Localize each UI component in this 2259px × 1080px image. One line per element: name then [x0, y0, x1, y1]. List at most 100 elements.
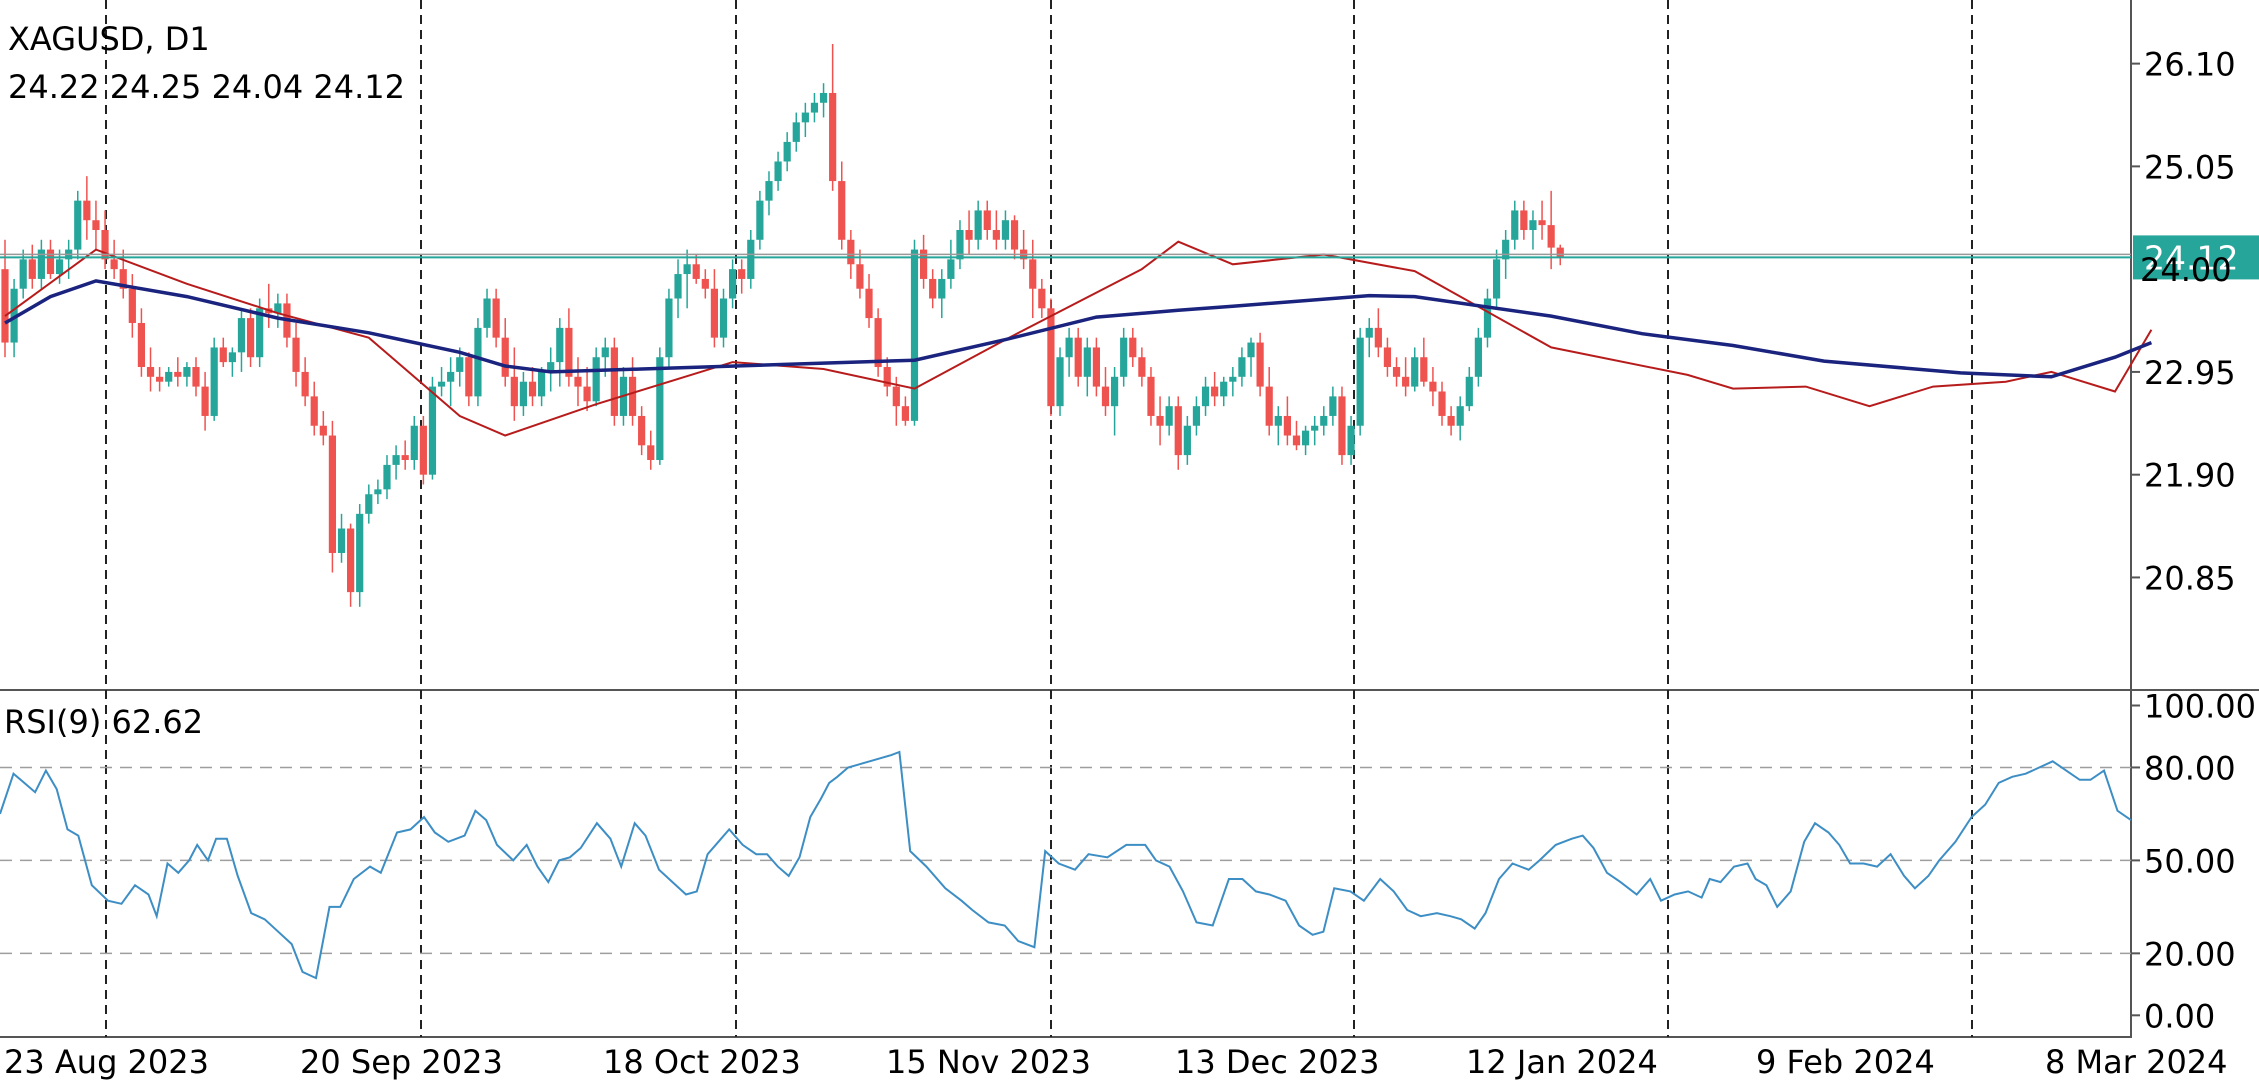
candle: [974, 200, 982, 250]
candle: [128, 274, 136, 338]
candle: [465, 352, 473, 407]
candle: [1483, 288, 1492, 348]
candle: [819, 83, 828, 118]
candle: [747, 230, 755, 289]
price-tick-label: 25.05: [2144, 148, 2236, 186]
candle: [237, 308, 246, 372]
candle: [956, 220, 964, 270]
candle: [310, 381, 318, 436]
candle: [1465, 367, 1473, 412]
candle: [1, 239, 9, 358]
rsi-tick-label: 20.00: [2144, 935, 2236, 973]
rsi-title: RSI(9) 62.62: [4, 703, 203, 741]
price-tick-label: 21.90: [2144, 457, 2236, 495]
candle: [165, 367, 173, 387]
candle: [738, 259, 746, 294]
candle: [1029, 239, 1037, 319]
date-axis-ticks: 23 Aug 2023 20 Sep 2023 18 Oct 2023 15 Nov …: [4, 1043, 2228, 1080]
candle: [337, 513, 346, 563]
date-tick-label: 15 Nov 2023: [886, 1043, 1091, 1080]
candle: [1547, 190, 1555, 270]
date-tick-label: 9 Feb 2024: [1756, 1043, 1935, 1080]
candle: [1320, 406, 1328, 436]
candle: [538, 367, 546, 407]
candle: [701, 269, 709, 299]
candle: [683, 249, 691, 309]
candle: [1383, 337, 1392, 377]
candle: [1311, 415, 1319, 446]
date-tick-label: 13 Dec 2023: [1175, 1043, 1379, 1080]
candle: [383, 455, 391, 500]
candle: [901, 396, 910, 426]
rsi-level-lines: [0, 766, 2131, 955]
candle: [1165, 396, 1173, 436]
candle: [874, 308, 882, 377]
candle: [783, 132, 791, 172]
candle: [810, 92, 819, 123]
candle: [101, 210, 109, 270]
candle: [1147, 367, 1155, 426]
candle: [1138, 347, 1146, 387]
candle: [265, 283, 273, 328]
candle: [674, 259, 682, 319]
candle: [1183, 415, 1191, 465]
candle: [1474, 327, 1482, 387]
candle: [1292, 420, 1301, 451]
candle: [1283, 396, 1291, 446]
candle: [865, 274, 873, 328]
candle: [146, 347, 155, 392]
candle: [1301, 425, 1310, 456]
candle: [1447, 406, 1455, 436]
price-tick-label: 26.10: [2144, 46, 2236, 84]
candle: [1065, 327, 1073, 377]
candle: [992, 210, 1000, 250]
candle: [1265, 367, 1273, 436]
candle: [838, 161, 846, 250]
candle: [792, 112, 800, 152]
price-tick-label: 20.85: [2144, 559, 2236, 597]
candle: [228, 347, 236, 377]
date-tick-label: 23 Aug 2023: [4, 1043, 209, 1080]
date-tick-label: 8 Mar 2024: [2045, 1043, 2228, 1080]
candle: [1174, 396, 1182, 470]
candle: [665, 288, 673, 368]
candle: [1201, 376, 1210, 416]
candle: [474, 318, 482, 407]
candle: [365, 484, 373, 524]
date-tick-label: 20 Sep 2023: [300, 1043, 503, 1080]
candle: [1010, 215, 1019, 260]
candle: [801, 102, 809, 138]
candle: [1238, 347, 1246, 387]
candle: [910, 239, 919, 426]
candle: [1420, 337, 1428, 387]
rsi-axis-ticks: 100.00 80.00 50.00 20.00 0.00: [2131, 687, 2256, 1035]
candle: [401, 440, 409, 470]
candle: [1156, 396, 1164, 446]
candle: [1211, 371, 1219, 407]
candle: [765, 171, 773, 216]
ma-fast-line: [4, 240, 2153, 437]
candle: [1220, 376, 1228, 407]
candle: [37, 239, 45, 289]
candle: [1274, 406, 1282, 446]
candle: [1256, 332, 1264, 397]
candle: [328, 420, 337, 573]
candle: [137, 308, 146, 377]
candle: [1411, 347, 1419, 392]
candle: [1056, 347, 1064, 416]
candle: [74, 190, 82, 260]
price-tick-label: 24.00: [2140, 251, 2232, 289]
candle: [374, 479, 382, 505]
candle: [1047, 298, 1055, 416]
candle: [756, 190, 764, 250]
candle: [246, 308, 255, 368]
candle: [729, 259, 737, 309]
candle: [1365, 318, 1373, 358]
candle: [156, 367, 164, 392]
candle: [829, 44, 837, 191]
rsi-tick-label: 50.00: [2144, 842, 2236, 880]
candle: [1247, 337, 1255, 377]
candle: [174, 357, 182, 387]
candle: [92, 200, 100, 250]
